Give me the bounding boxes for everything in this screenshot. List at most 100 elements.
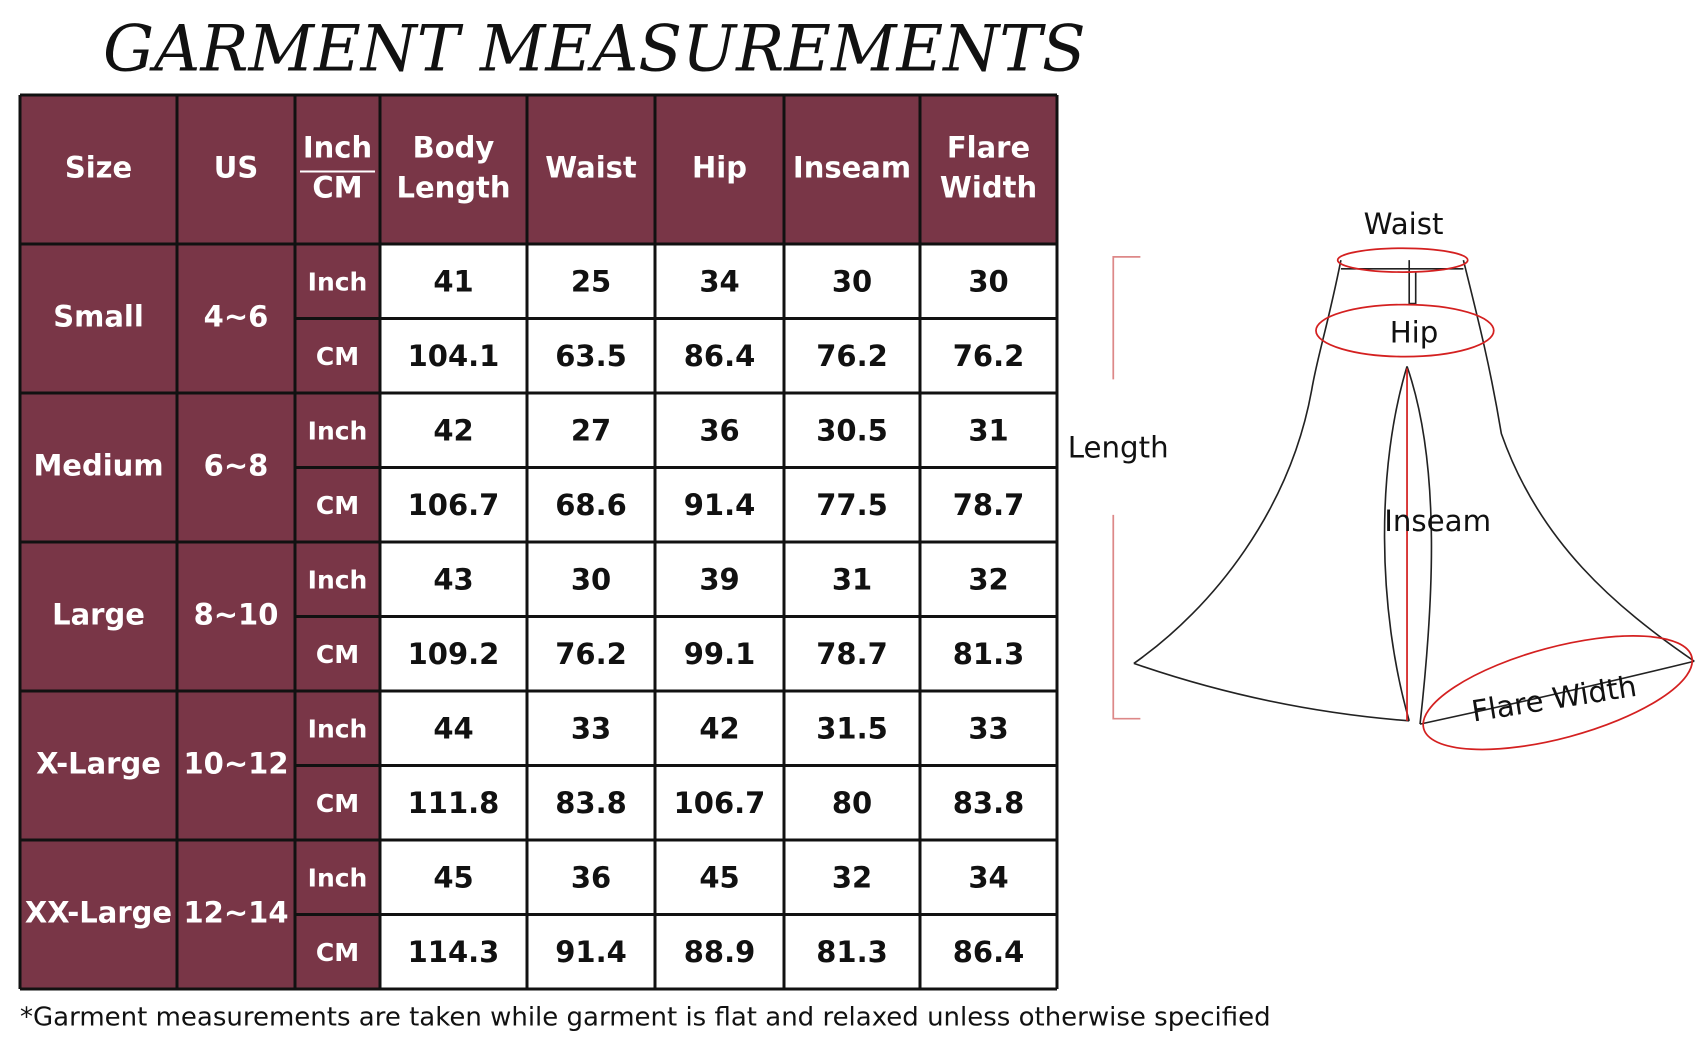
value-cell: [380, 691, 527, 766]
value-cell: [380, 244, 527, 319]
value-text: 114.3: [408, 935, 500, 969]
value-cell: [527, 691, 655, 766]
value-cell: [920, 914, 1057, 989]
value-text: 91.4: [555, 935, 627, 969]
value-text: 25: [571, 264, 611, 298]
us-text: 8~10: [194, 598, 279, 632]
value-cell: [380, 318, 527, 393]
value-cell: [784, 244, 920, 319]
value-cell: [920, 542, 1057, 617]
value-cell: [380, 467, 527, 542]
value-text: 33: [571, 711, 611, 745]
value-text: 32: [968, 562, 1008, 596]
value-cell: [527, 244, 655, 319]
unit-cell: [295, 765, 380, 840]
header-cell: [295, 95, 380, 244]
value-cell: [920, 318, 1057, 393]
header-cell: [920, 95, 1057, 244]
size-text: Medium: [33, 449, 163, 483]
header-cell: [527, 95, 655, 244]
value-text: 41: [433, 264, 473, 298]
header-text: Body: [413, 131, 495, 165]
header-text: Width: [940, 171, 1037, 205]
value-text: 76.2: [816, 339, 888, 373]
header-text: Size: [65, 151, 132, 185]
length-label: Length: [1068, 430, 1169, 464]
unit-cell: [295, 244, 380, 319]
header-cell: [20, 95, 177, 244]
value-cell: [655, 691, 784, 766]
unit-cell: [295, 318, 380, 393]
value-text: 27: [571, 413, 611, 447]
header-cell: [177, 95, 295, 244]
value-text: 76.2: [953, 339, 1025, 373]
value-text: 39: [699, 562, 739, 596]
value-cell: [655, 840, 784, 915]
size-table: Size US Inch CM Body Length Waist Hip Inseam Flar…: [18, 93, 1059, 991]
us-text: 10~12: [183, 747, 288, 781]
value-text: 88.9: [684, 935, 756, 969]
value-cell: [380, 393, 527, 468]
unit-text: Inch: [308, 714, 368, 743]
value-text: 45: [699, 860, 739, 894]
value-text: 45: [433, 860, 473, 894]
value-cell: [655, 318, 784, 393]
value-cell: [380, 840, 527, 915]
value-cell: [527, 393, 655, 468]
header-text: Inseam: [793, 151, 911, 185]
value-text: 99.1: [684, 637, 756, 671]
value-text: 106.7: [408, 488, 500, 522]
value-text: 31.5: [816, 711, 888, 745]
header-text: US: [214, 151, 258, 185]
skirt-diagram: Waist Hip Length Inseam Flare Width: [1068, 207, 1695, 751]
value-cell: [527, 914, 655, 989]
inseam-label: Inseam: [1384, 504, 1491, 538]
value-text: 36: [699, 413, 739, 447]
value-cell: [784, 840, 920, 915]
value-text: 42: [699, 711, 739, 745]
value-text: 30: [968, 264, 1008, 298]
value-text: 34: [699, 264, 739, 298]
value-cell: [784, 542, 920, 617]
value-text: 30.5: [816, 413, 888, 447]
size-text: X-Large: [36, 747, 161, 781]
value-cell: [655, 616, 784, 691]
value-text: 30: [571, 562, 611, 596]
value-text: 42: [433, 413, 473, 447]
value-cell: [784, 914, 920, 989]
value-cell: [920, 467, 1057, 542]
value-text: 83.8: [555, 786, 627, 820]
size-cell: [20, 244, 295, 393]
title: GARMENT MEASUREMENTS: [103, 13, 1086, 87]
value-text: 77.5: [816, 488, 888, 522]
unit-text: Inch: [308, 416, 368, 445]
unit-cell: [295, 542, 380, 617]
value-text: 63.5: [555, 339, 627, 373]
value-text: 109.2: [408, 637, 500, 671]
value-cell: [380, 616, 527, 691]
header-cell: [380, 95, 527, 244]
value-text: 104.1: [408, 339, 500, 373]
value-cell: [920, 616, 1057, 691]
value-text: 81.3: [816, 935, 888, 969]
value-cell: [784, 616, 920, 691]
value-cell: [527, 542, 655, 617]
value-cell: [655, 914, 784, 989]
value-text: 78.7: [953, 488, 1025, 522]
value-text: 76.2: [555, 637, 627, 671]
waist-label: Waist: [1364, 207, 1444, 241]
header-text: Length: [396, 171, 510, 205]
value-text: 31: [832, 562, 872, 596]
size-cell: [20, 840, 295, 989]
value-text: 81.3: [953, 637, 1025, 671]
value-text: 80: [832, 786, 872, 820]
value-cell: [920, 393, 1057, 468]
value-text: 91.4: [684, 488, 756, 522]
unit-cell: [295, 467, 380, 542]
value-cell: [380, 765, 527, 840]
value-text: 33: [968, 711, 1008, 745]
size-cell: [20, 691, 295, 840]
unit-text: CM: [316, 640, 359, 669]
us-text: 4~6: [204, 300, 269, 334]
value-cell: [655, 393, 784, 468]
